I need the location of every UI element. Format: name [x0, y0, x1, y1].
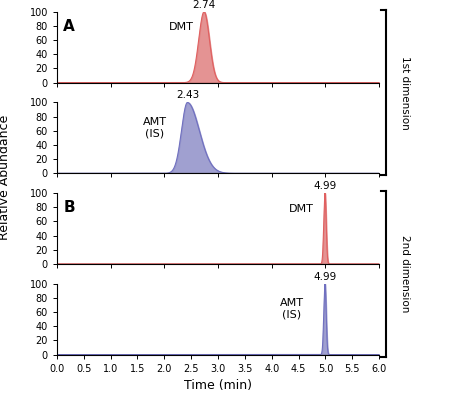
Text: 1st dimension: 1st dimension [400, 56, 410, 130]
Text: A: A [64, 19, 75, 34]
Text: AMT
(IS): AMT (IS) [143, 117, 167, 138]
Text: AMT
(IS): AMT (IS) [280, 298, 304, 320]
Text: 4.99: 4.99 [313, 271, 337, 282]
Text: B: B [64, 200, 75, 215]
X-axis label: Time (min): Time (min) [184, 379, 252, 392]
Text: 2nd dimension: 2nd dimension [400, 235, 410, 312]
Text: 2.74: 2.74 [192, 0, 216, 10]
Text: 4.99: 4.99 [313, 181, 337, 191]
Text: DMT: DMT [289, 204, 314, 214]
Text: Relative Abundance: Relative Abundance [0, 115, 11, 240]
Text: DMT: DMT [169, 22, 194, 32]
Text: 2.43: 2.43 [176, 90, 199, 100]
